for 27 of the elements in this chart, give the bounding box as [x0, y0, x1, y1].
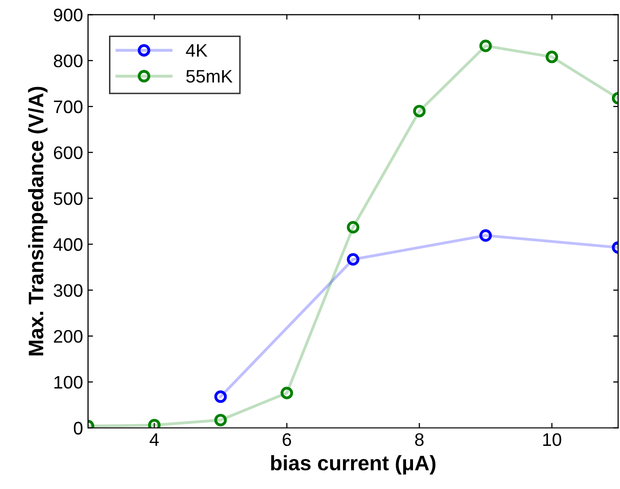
point — [479, 229, 492, 242]
legend-label: 4K — [186, 44, 208, 57]
point — [346, 220, 360, 234]
y-tick-label: 900 — [54, 8, 82, 22]
x-tick-label: 6 — [282, 433, 292, 446]
y-tick-label: 700 — [54, 100, 82, 114]
y-tick-label: 400 — [53, 238, 82, 251]
y-tick-label: 100 — [54, 376, 82, 389]
y-tick-label: 500 — [54, 192, 82, 206]
legend-label: 55mK — [186, 70, 233, 83]
point — [214, 414, 227, 426]
y-tick-label: 200 — [54, 330, 82, 343]
point — [346, 253, 360, 266]
x-tick-label: 10 — [543, 433, 562, 446]
x-tick-label: 4 — [150, 433, 159, 446]
x-axis-title: bias current (μA) — [271, 455, 436, 475]
point — [214, 390, 227, 403]
y-tick-label: 800 — [54, 54, 82, 68]
y-tick-label: 300 — [54, 284, 82, 297]
x-tick-label: 8 — [415, 433, 424, 446]
y-tick-label: 600 — [54, 146, 82, 160]
y-tick-label: 0 — [74, 422, 82, 435]
point — [546, 50, 558, 64]
point — [280, 386, 294, 400]
y-axis-title: Max. Transimpedance (V/A) — [28, 86, 48, 356]
point — [413, 104, 426, 118]
point — [479, 40, 492, 52]
